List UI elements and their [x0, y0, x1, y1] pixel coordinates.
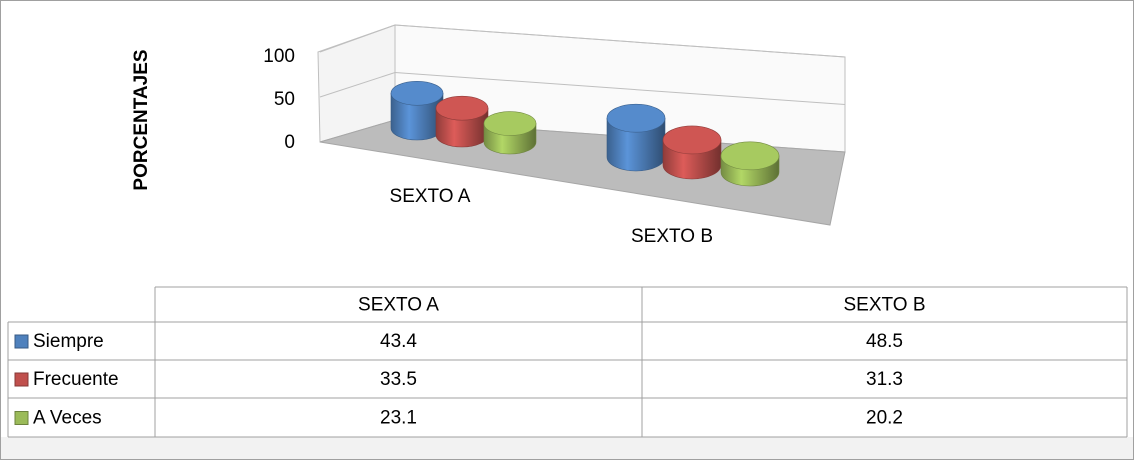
- grid-line: [319, 24, 846, 58]
- table-value: 23.1: [380, 408, 417, 429]
- x-tick-label: SEXTO B: [631, 226, 713, 247]
- table-value: 20.2: [866, 408, 903, 429]
- legend-label: Siempre: [33, 331, 104, 352]
- legend-swatch: [14, 372, 29, 387]
- y-axis-label: PORCENTAJES: [131, 49, 152, 190]
- table-value: 48.5: [866, 331, 903, 352]
- footer-band: [1, 437, 1133, 459]
- cylinder: [435, 95, 489, 148]
- cylinder-top: [720, 141, 780, 171]
- legend-swatch: [14, 411, 29, 425]
- table-body: [8, 322, 1127, 437]
- legend-label: Frecuente: [33, 369, 119, 390]
- cylinder-top: [483, 111, 537, 136]
- table-value: 31.3: [866, 369, 903, 390]
- table-header: SEXTO A: [358, 295, 439, 316]
- cylinder-top: [606, 103, 666, 133]
- y-tick-label: 100: [263, 46, 295, 67]
- cylinder-top: [662, 125, 722, 155]
- table-header: SEXTO B: [843, 295, 925, 316]
- cylinder: [662, 125, 722, 180]
- legend-label: A Veces: [33, 408, 102, 429]
- cylinder: [606, 103, 666, 172]
- cylinder: [483, 111, 537, 155]
- legend-swatch: [14, 334, 29, 349]
- cylinder: [390, 80, 444, 141]
- x-tick-label: SEXTO A: [390, 186, 471, 207]
- cylinder-top: [390, 80, 444, 106]
- y-tick-label: 50: [274, 89, 295, 110]
- table-value: 43.4: [380, 331, 417, 352]
- cylinder: [720, 141, 780, 187]
- y-tick-label: 0: [284, 132, 295, 153]
- table-value: 33.5: [380, 369, 417, 390]
- cylinder-top: [435, 95, 489, 121]
- grid-line: [319, 71, 846, 105]
- table-body: [155, 287, 1127, 322]
